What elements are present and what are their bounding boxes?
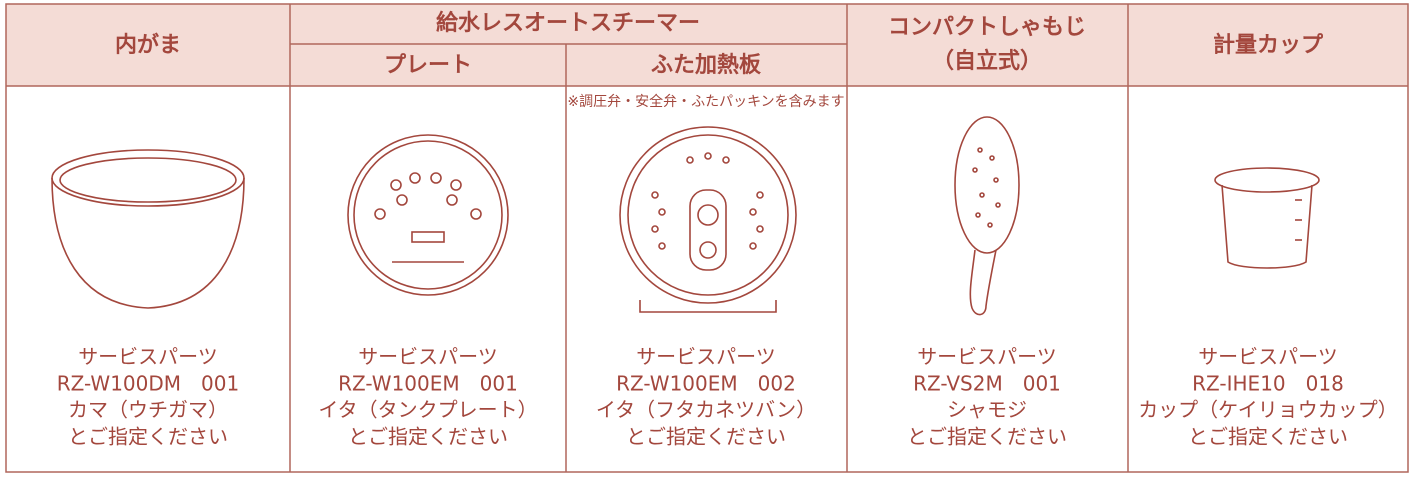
item-text: RZ-VS2M 001 [913,372,1061,396]
item-text: RZ-W100EM 001 [338,372,518,396]
item-text: イタ（タンクプレート） [318,398,537,422]
item-text: サービスパーツ [78,345,218,369]
cup-illustration [1214,167,1320,269]
inner-pot-illustration [51,149,245,309]
item-text: サービスパーツ [636,345,776,369]
item-text: サービスパーツ [358,345,498,369]
table-grid [5,3,1409,473]
header-cell: 計量カップ [1213,32,1324,58]
item-text: RZ-W100DM 001 [57,372,239,396]
header-cell: プレート [384,53,472,78]
item-text: とご指定ください [626,425,786,449]
header-group: 給水レスオートスチーマー [436,10,700,36]
item-text: イタ（フタカネツバン） [596,398,816,422]
header-cell: コンパクトしゃもじ [888,15,1086,40]
item-text: とご指定ください [348,425,508,449]
item-text: とご指定ください [1188,425,1348,449]
item-text: RZ-W100EM 002 [616,372,796,396]
header-cell: 内がま [115,32,181,58]
item-text: カマ（ウチガマ） [68,398,228,422]
plate-illustration [347,134,509,296]
header-cell: （自立式） [932,48,1042,74]
paddle-illustration [954,116,1020,316]
note: ※調圧弁・安全弁・ふたパッキンを含みます [567,93,844,110]
item-text: とご指定ください [907,425,1067,449]
header-cell: ふた加熱板 [651,52,762,78]
item-text: カップ（ケイリョウカップ） [1138,398,1398,422]
header-background [6,4,1408,86]
item-text: RZ-IHE10 018 [1192,372,1344,396]
item-text: シャモジ [947,398,1027,422]
item-text: とご指定ください [68,425,228,449]
lid-plate-illustration [619,126,797,313]
item-text: サービスパーツ [917,345,1057,369]
item-text: サービスパーツ [1198,345,1338,369]
